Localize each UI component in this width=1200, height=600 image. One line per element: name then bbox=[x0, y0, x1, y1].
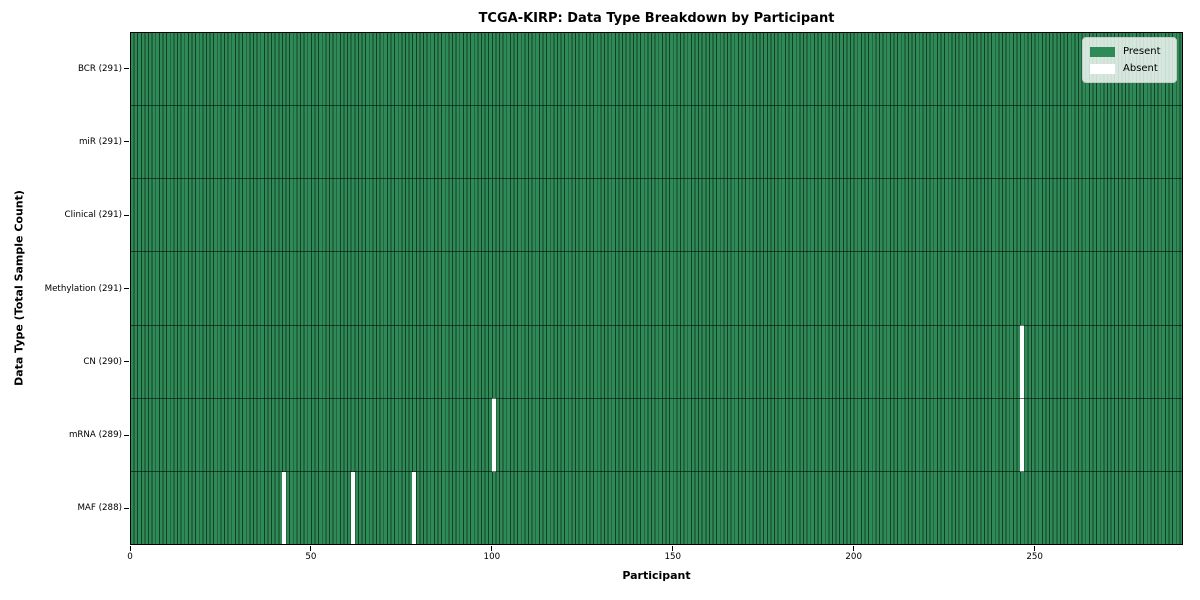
legend-label-present: Present bbox=[1123, 45, 1161, 57]
x-tick-label: 50 bbox=[305, 552, 317, 562]
absent-bar bbox=[350, 471, 355, 545]
legend-label-absent: Absent bbox=[1123, 62, 1158, 74]
x-tick-mark bbox=[129, 546, 131, 551]
x-tick-mark bbox=[672, 546, 674, 551]
legend-item-absent: Absent bbox=[1090, 63, 1169, 75]
y-tick-mark bbox=[124, 214, 129, 216]
y-tick-mark bbox=[124, 288, 129, 289]
x-tick-label: 100 bbox=[483, 552, 501, 562]
y-tick-label: Clinical (291) bbox=[64, 210, 122, 221]
x-tick-mark bbox=[853, 546, 855, 551]
x-tick-label: 250 bbox=[1026, 552, 1043, 562]
x-tick-label: 200 bbox=[845, 552, 862, 562]
x-tick-mark bbox=[491, 546, 493, 551]
absent-bar bbox=[1020, 325, 1025, 399]
y-tick-label: miR (291) bbox=[78, 136, 122, 147]
legend: Present Absent bbox=[1082, 37, 1177, 83]
x-tick-mark bbox=[310, 546, 312, 551]
absent-bar bbox=[412, 471, 417, 545]
absent-bar bbox=[491, 398, 496, 472]
y-tick-mark bbox=[124, 141, 129, 143]
chart-title: TCGA-KIRP: Data Type Breakdown by Partic… bbox=[478, 11, 835, 26]
y-tick-label: Methylation (291) bbox=[44, 283, 122, 294]
y-tick-label: MAF (288) bbox=[77, 503, 122, 514]
absent-bar bbox=[1020, 398, 1025, 472]
x-tick-mark bbox=[1034, 546, 1036, 551]
absent-bar bbox=[281, 471, 286, 545]
x-tick-label: 0 bbox=[127, 552, 133, 562]
y-tick-label: mRNA (289) bbox=[68, 430, 122, 441]
absent-bars-layer bbox=[130, 32, 1183, 545]
y-tick-label: BCR (291) bbox=[77, 63, 122, 74]
legend-item-present: Present bbox=[1090, 46, 1169, 58]
y-tick-label: CN (290) bbox=[83, 356, 122, 367]
x-tick-label: 150 bbox=[664, 552, 682, 562]
y-tick-mark bbox=[124, 434, 129, 436]
plot-area bbox=[130, 32, 1183, 545]
y-tick-mark bbox=[124, 507, 129, 509]
x-axis-label: Participant bbox=[622, 569, 691, 582]
absent-swatch-icon bbox=[1090, 63, 1115, 74]
y-tick-mark bbox=[124, 68, 129, 70]
y-tick-mark bbox=[124, 361, 129, 363]
present-swatch-icon bbox=[1090, 46, 1115, 57]
